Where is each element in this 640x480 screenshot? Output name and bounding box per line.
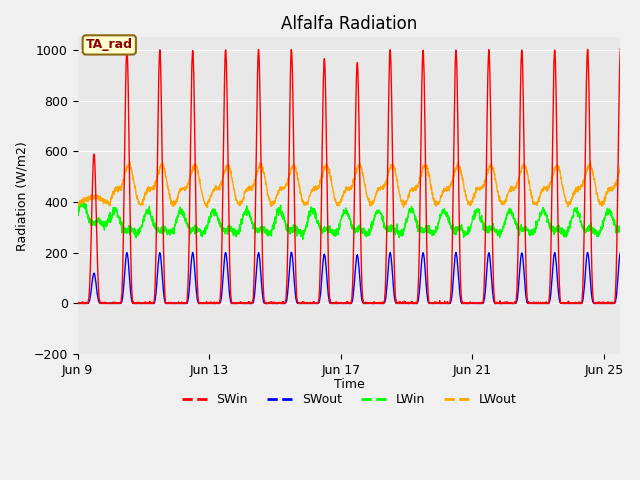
Title: Alfalfa Radiation: Alfalfa Radiation: [281, 15, 417, 33]
LWin: [76, 198, 84, 204]
Line: LWout: LWout: [77, 162, 637, 207]
LWin: [381, 227, 389, 232]
SWout: [74, 300, 82, 306]
SWin: [381, 288, 389, 293]
LWout: [242, 186, 250, 192]
SWin: [242, 300, 250, 306]
Legend: SWin, SWout, LWin, LWout: SWin, SWout, LWin, LWout: [177, 388, 522, 411]
LWout: [515, 176, 522, 181]
SWin: [633, 300, 640, 306]
SWout: [74, 300, 81, 306]
SWout: [633, 300, 640, 306]
SWout: [515, 282, 522, 288]
SWin: [188, 96, 195, 102]
LWout: [74, 201, 81, 207]
SWout: [195, 300, 202, 306]
SWout: [381, 297, 389, 302]
SWout: [242, 300, 250, 306]
LWout: [118, 184, 125, 190]
SWin: [616, 46, 624, 51]
Line: SWout: SWout: [77, 252, 637, 303]
LWout: [126, 159, 134, 165]
SWout: [118, 299, 125, 304]
LWout: [633, 196, 640, 202]
LWin: [74, 209, 81, 215]
SWin: [118, 292, 125, 298]
LWin: [633, 216, 640, 222]
LWin: [242, 209, 250, 215]
X-axis label: Time: Time: [333, 378, 364, 391]
SWout: [287, 250, 295, 255]
LWout: [188, 171, 195, 177]
Text: TA_rad: TA_rad: [86, 38, 132, 51]
LWin: [118, 227, 125, 233]
LWout: [195, 173, 202, 179]
LWin: [188, 227, 195, 233]
LWin: [299, 237, 307, 242]
LWin: [515, 224, 522, 229]
LWin: [195, 228, 202, 234]
SWin: [515, 221, 522, 227]
Line: SWin: SWin: [77, 48, 637, 303]
SWin: [195, 299, 202, 304]
Line: LWin: LWin: [77, 201, 637, 240]
Y-axis label: Radiation (W/m2): Radiation (W/m2): [15, 141, 28, 251]
LWout: [381, 179, 389, 184]
SWin: [74, 300, 82, 306]
LWout: [204, 204, 211, 210]
SWout: [188, 260, 195, 265]
SWin: [74, 299, 81, 305]
